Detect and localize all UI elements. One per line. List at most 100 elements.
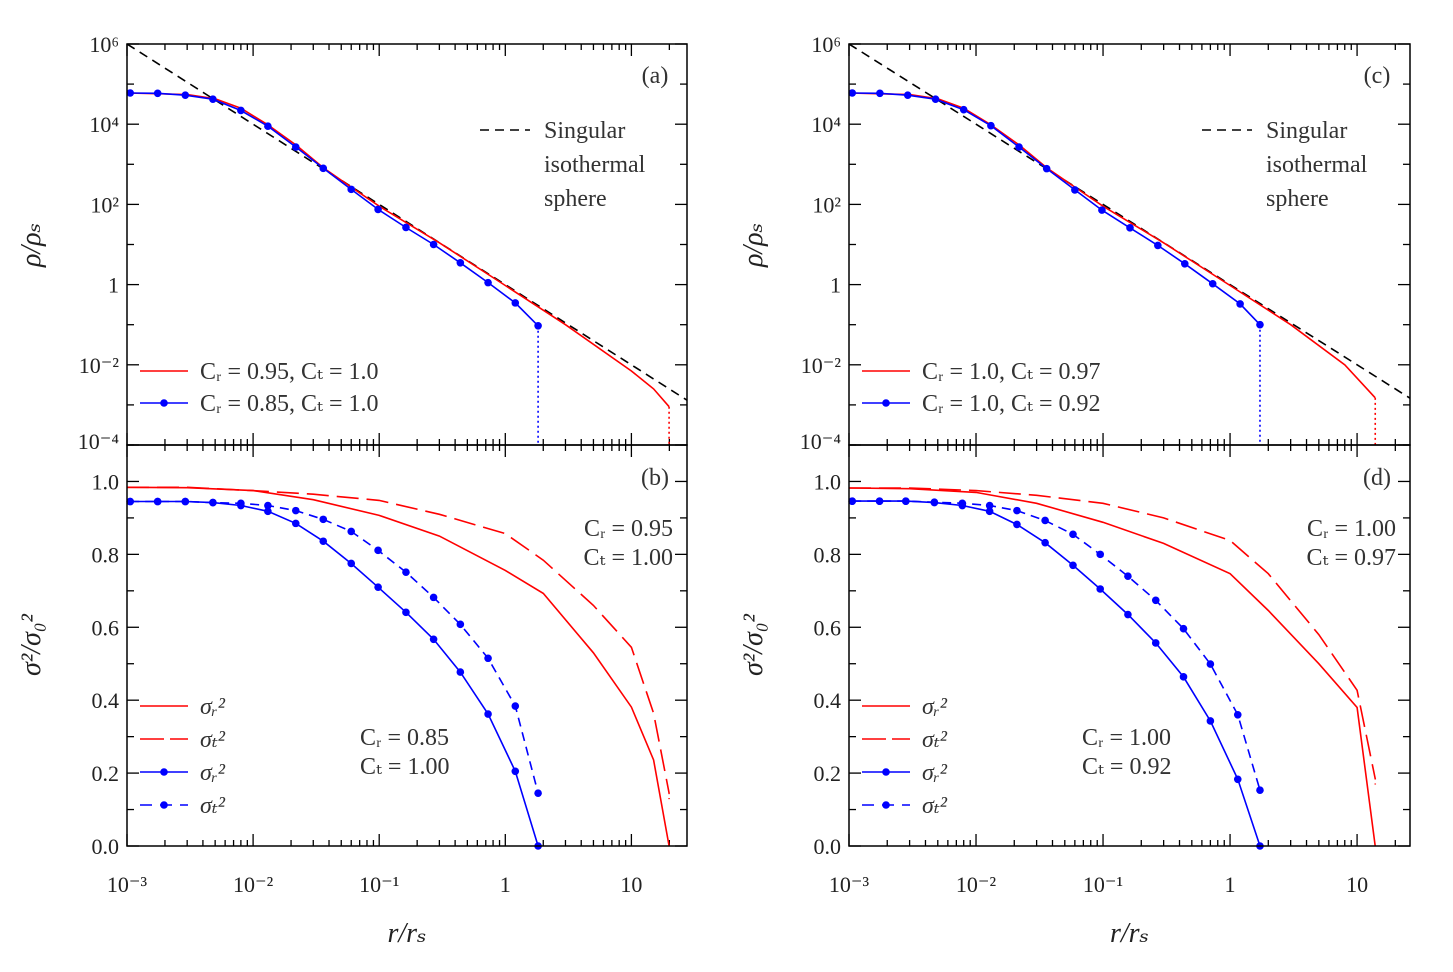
annotation: Cᵣ = 0.95 [584, 516, 673, 542]
y-tick-label: 0.4 [814, 688, 842, 713]
annotation: Cₜ = 1.00 [584, 545, 673, 571]
y-tick-label: 0.8 [92, 542, 120, 567]
y-axis-label: ρ/ρₛ [16, 223, 47, 268]
plot-area [127, 486, 670, 846]
series-line [130, 500, 539, 846]
panel-d: 0.0 0.2 0.4 0.6 0.8 1.0 10⁻³ 10⁻² 10⁻¹ 1 10 σ²/σ₀² r… [738, 444, 1411, 949]
data-point [1096, 585, 1105, 593]
data-point [1071, 186, 1079, 194]
data-point [319, 515, 328, 524]
data-point [876, 89, 884, 98]
data-point [402, 568, 410, 577]
data-point [903, 91, 912, 99]
panel-label: (d) [1363, 465, 1391, 491]
annotation: Cᵣ = 1.00 [1082, 725, 1171, 751]
x-axis-label: r/rₛ [387, 918, 426, 949]
y-tick-label: 10⁶ [811, 32, 841, 57]
data-point [402, 223, 410, 232]
legend-label: sphere [544, 186, 607, 212]
legend-marker [882, 399, 890, 407]
data-point [1236, 300, 1244, 308]
panel-a: 10⁶ 10⁴ 10² 1 10⁻² 10⁻⁴ ρ/ρₛ (a) Singular isother… [16, 32, 688, 454]
data-point [456, 668, 465, 676]
panel-label: (b) [641, 465, 669, 491]
data-point [1233, 775, 1242, 784]
data-point [1069, 530, 1077, 539]
x-tick-label: 10 [1346, 872, 1368, 897]
data-point [848, 89, 857, 97]
panel-c: 10⁶ 10⁴ 10² 1 10⁻² 10⁻⁴ ρ/ρₛ (c) Singular isother… [738, 32, 1411, 454]
data-point [264, 122, 272, 131]
y-tick-label: 0.6 [814, 615, 842, 640]
y-tick-label: 1 [830, 273, 841, 298]
data-point [402, 608, 410, 617]
data-point [347, 185, 356, 194]
legend-marker [160, 768, 168, 776]
data-point [153, 89, 162, 98]
legend-label: σᵣ² [200, 760, 226, 786]
data-point [1206, 717, 1215, 725]
data-point [1124, 610, 1132, 619]
data-point [126, 497, 134, 506]
legend-label: σₜ² [922, 793, 948, 819]
data-point [429, 635, 438, 644]
data-point [987, 121, 995, 130]
plot-frame [848, 444, 1411, 847]
annotation: Cₜ = 1.00 [360, 754, 449, 780]
data-point [1206, 660, 1215, 668]
series-line [127, 44, 687, 401]
data-point [1013, 506, 1021, 515]
legend-label: σₜ² [200, 727, 226, 753]
data-point [959, 105, 968, 114]
data-point [374, 583, 382, 591]
annotation: Cₜ = 0.92 [1082, 754, 1171, 780]
y-tick-label: 10² [90, 192, 119, 217]
data-point [1013, 520, 1021, 529]
data-point [511, 299, 520, 307]
data-point [429, 593, 438, 602]
data-point [319, 164, 328, 173]
legend-label: σᵣ² [200, 694, 226, 720]
data-point [237, 106, 245, 115]
data-point [1041, 516, 1049, 525]
data-point [319, 537, 328, 546]
data-point [1151, 639, 1160, 647]
series-line [127, 486, 670, 794]
legend-label: isothermal [544, 152, 646, 178]
data-point [291, 506, 300, 515]
data-point [264, 501, 272, 510]
series-line [849, 487, 1376, 779]
legend-label: σₜ² [200, 793, 226, 819]
data-point [511, 702, 520, 710]
data-point [1126, 224, 1134, 232]
series-line [130, 92, 539, 327]
series-line [852, 500, 1261, 846]
x-axis-label: r/rₛ [1110, 918, 1149, 949]
y-tick-label: 10⁻² [79, 353, 120, 378]
y-tick-label: 1.0 [814, 469, 842, 494]
data-point [347, 527, 356, 536]
data-point [429, 240, 438, 249]
data-point [1098, 206, 1106, 214]
legend-label: Cᵣ = 1.0, Cₜ = 0.97 [922, 359, 1101, 385]
y-tick-label: 0.4 [92, 688, 120, 713]
data-point [181, 91, 190, 99]
legend-label: Cᵣ = 0.85, Cₜ = 1.0 [200, 391, 379, 417]
data-point [209, 498, 217, 507]
x-tick-label: 10⁻³ [829, 872, 870, 897]
x-tick-label: 10⁻¹ [359, 872, 399, 897]
y-axis-label: σ²/σ₀² [738, 613, 769, 676]
legend-marker [882, 801, 890, 809]
x-tick-label: 10⁻² [233, 872, 274, 897]
legend-label: Singular [1266, 118, 1347, 144]
y-tick-label: 10⁻⁴ [800, 429, 842, 454]
data-point [347, 559, 356, 568]
data-point [484, 278, 492, 287]
data-point [456, 620, 465, 629]
data-point [1041, 538, 1049, 547]
data-point [181, 497, 190, 506]
data-point [1015, 143, 1023, 151]
series-line [852, 92, 1261, 326]
y-tick-label: 0.6 [92, 615, 120, 640]
